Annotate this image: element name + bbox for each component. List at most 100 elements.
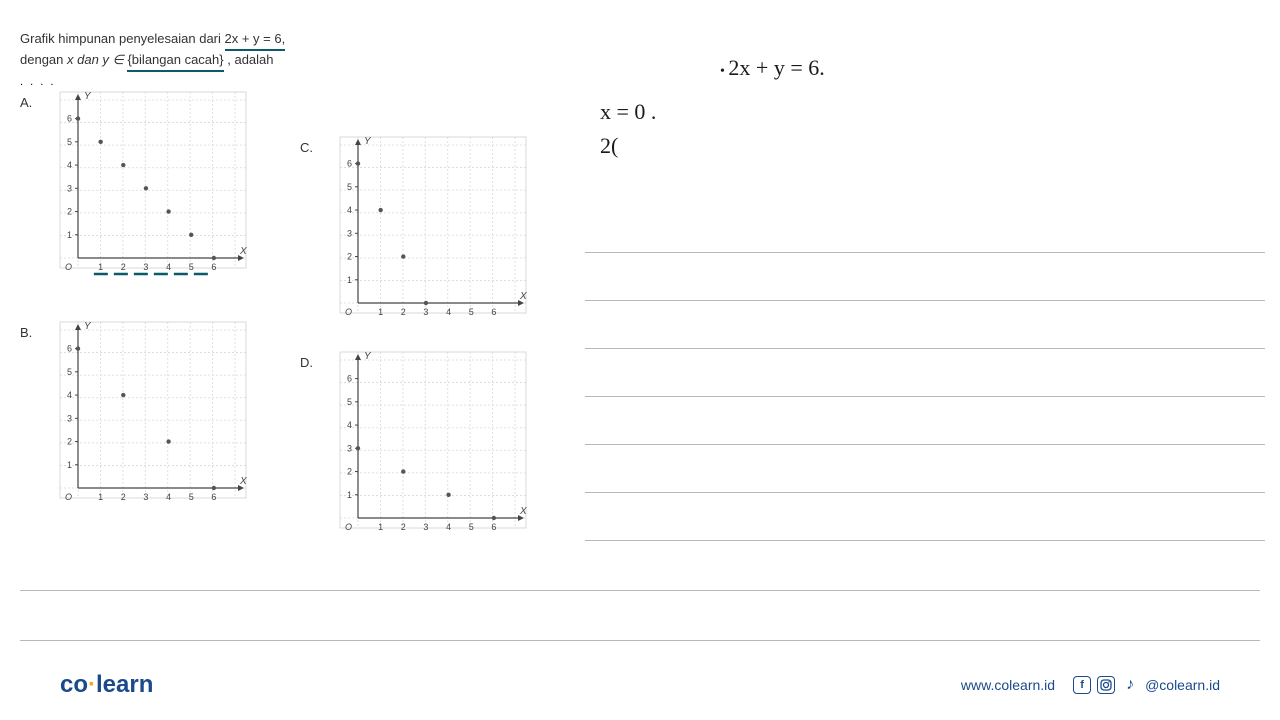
svg-text:2: 2	[401, 522, 406, 532]
svg-text:X: X	[519, 506, 527, 517]
svg-text:X: X	[239, 246, 247, 257]
chart-svg: Y X 1 2 3 4 5 6 1 2 3 4 5 6 O	[50, 90, 250, 280]
ruled-lines-right	[585, 205, 1265, 541]
svg-text:X: X	[239, 476, 247, 487]
tiktok-icon: ♪	[1121, 676, 1139, 694]
svg-text:4: 4	[347, 420, 352, 430]
svg-text:6: 6	[211, 262, 216, 272]
chart-label-C: C.	[300, 140, 313, 155]
svg-text:O: O	[345, 307, 352, 317]
svg-text:3: 3	[423, 522, 428, 532]
svg-text:3: 3	[67, 413, 72, 423]
svg-text:4: 4	[166, 492, 171, 502]
svg-text:1: 1	[347, 275, 352, 285]
svg-text:6: 6	[491, 307, 496, 317]
q-line1-eq: 2x + y = 6,	[225, 30, 286, 51]
logo: co·learn	[60, 671, 153, 699]
chart-B: Y X 1 2 3 4 5 6 1 2 3 4 5 6 O	[50, 320, 250, 510]
svg-text:5: 5	[469, 307, 474, 317]
q-dots: . . . .	[20, 76, 580, 88]
svg-text:3: 3	[347, 228, 352, 238]
svg-text:1: 1	[347, 490, 352, 500]
svg-text:2: 2	[121, 492, 126, 502]
chart-svg: Y X 1 2 3 4 5 6 1 2 3 4 5 6 O	[50, 320, 250, 510]
svg-text:6: 6	[347, 159, 352, 169]
svg-text:3: 3	[143, 492, 148, 502]
svg-text:5: 5	[67, 137, 72, 147]
question-text: Grafik himpunan penyelesaian dari 2x + y…	[20, 30, 580, 72]
svg-text:4: 4	[446, 522, 451, 532]
svg-text:6: 6	[67, 344, 72, 354]
svg-text:5: 5	[469, 522, 474, 532]
svg-text:5: 5	[189, 262, 194, 272]
chart-svg: Y X 1 2 3 4 5 6 1 2 3 4 5 6 O	[330, 135, 530, 325]
svg-text:Y: Y	[84, 321, 92, 332]
svg-text:5: 5	[347, 182, 352, 192]
footer: co·learn www.colearn.id f ♪ @colearn.id	[0, 665, 1280, 705]
instagram-icon	[1097, 676, 1115, 694]
svg-text:O: O	[65, 492, 72, 502]
chart-A: Y X 1 2 3 4 5 6 1 2 3 4 5 6 O	[50, 90, 250, 280]
svg-text:2: 2	[121, 262, 126, 272]
logo-dot: ·	[88, 671, 96, 698]
footer-right: www.colearn.id f ♪ @colearn.id	[961, 676, 1220, 694]
chart-D: Y X 1 2 3 4 5 6 1 2 3 4 5 6 O	[330, 350, 530, 540]
svg-text:Y: Y	[84, 91, 92, 102]
svg-text:1: 1	[98, 492, 103, 502]
logo-co: co	[60, 671, 88, 698]
chart-C: Y X 1 2 3 4 5 6 1 2 3 4 5 6 O	[330, 135, 530, 325]
q-line2-xy: x dan y ∈	[67, 52, 127, 67]
svg-text:6: 6	[491, 522, 496, 532]
svg-text:5: 5	[67, 367, 72, 377]
footer-url: www.colearn.id	[961, 677, 1055, 693]
svg-text:Y: Y	[364, 351, 372, 362]
svg-text:2: 2	[401, 307, 406, 317]
q-line2-after: , adalah	[227, 52, 273, 67]
svg-text:Y: Y	[364, 136, 372, 147]
svg-text:3: 3	[423, 307, 428, 317]
svg-text:1: 1	[67, 230, 72, 240]
ruled-line-full-1	[20, 590, 1260, 591]
svg-text:6: 6	[347, 374, 352, 384]
footer-handle: @colearn.id	[1145, 677, 1220, 693]
chart-svg: Y X 1 2 3 4 5 6 1 2 3 4 5 6 O	[330, 350, 530, 540]
hw-eq3: 2(	[600, 133, 1240, 159]
svg-text:1: 1	[98, 262, 103, 272]
svg-text:5: 5	[347, 397, 352, 407]
social-icons: f ♪ @colearn.id	[1073, 676, 1220, 694]
svg-text:3: 3	[347, 443, 352, 453]
svg-text:4: 4	[67, 160, 72, 170]
svg-text:4: 4	[67, 390, 72, 400]
svg-text:2: 2	[347, 252, 352, 262]
svg-text:1: 1	[378, 522, 383, 532]
chart-label-B: B.	[20, 325, 32, 340]
svg-text:4: 4	[446, 307, 451, 317]
svg-text:1: 1	[67, 460, 72, 470]
svg-text:2: 2	[347, 467, 352, 477]
handwriting-area: 2x + y = 6. x = 0 . 2(	[600, 55, 1240, 167]
svg-text:2: 2	[67, 207, 72, 217]
svg-text:4: 4	[347, 205, 352, 215]
q-line2-before: dengan	[20, 52, 67, 67]
svg-text:3: 3	[67, 183, 72, 193]
hw-eq1: 2x + y = 6.	[720, 55, 1240, 81]
svg-text:2: 2	[67, 437, 72, 447]
question-block: Grafik himpunan penyelesaian dari 2x + y…	[20, 30, 580, 88]
chart-label-D: D.	[300, 355, 313, 370]
facebook-icon: f	[1073, 676, 1091, 694]
svg-text:X: X	[519, 291, 527, 302]
svg-text:O: O	[345, 522, 352, 532]
q-line2-set: {bilangan cacah}	[127, 51, 223, 72]
svg-text:3: 3	[143, 262, 148, 272]
logo-learn: learn	[96, 671, 153, 698]
svg-text:1: 1	[378, 307, 383, 317]
svg-text:6: 6	[67, 114, 72, 124]
ruled-line-full-2	[20, 640, 1260, 641]
svg-text:5: 5	[189, 492, 194, 502]
svg-text:4: 4	[166, 262, 171, 272]
q-line1-before: Grafik himpunan penyelesaian dari	[20, 31, 225, 46]
chart-label-A: A.	[20, 95, 32, 110]
hw-eq2: x = 0 .	[600, 99, 1240, 125]
svg-text:6: 6	[211, 492, 216, 502]
svg-text:O: O	[65, 262, 72, 272]
